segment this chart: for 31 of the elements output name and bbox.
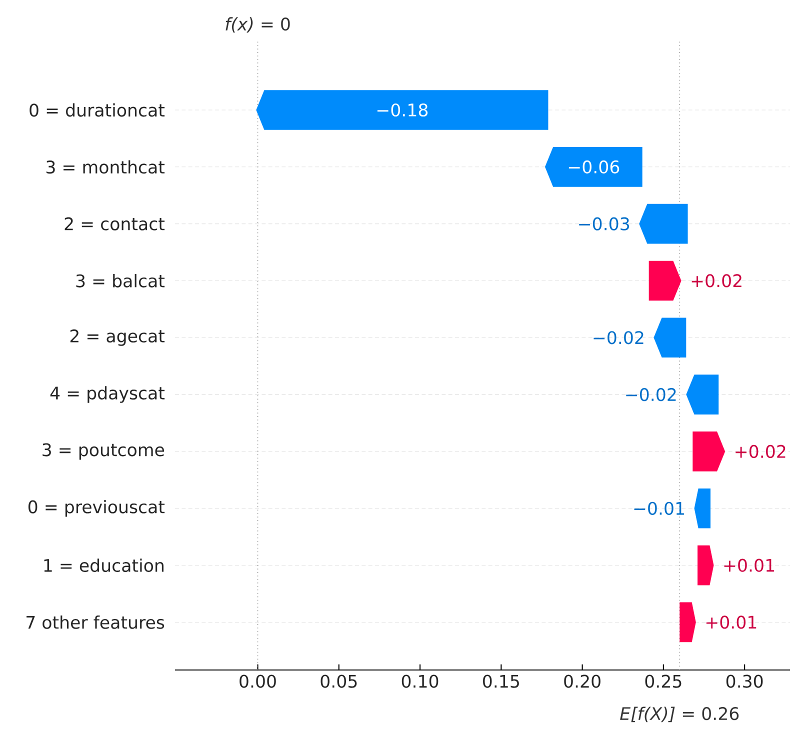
x-tick-label: 0.10	[402, 674, 438, 688]
data-label: +0.01	[706, 616, 756, 629]
x-tick-label: 0.25	[645, 674, 682, 688]
ref-line-label: E[f(X)] = 0.26	[620, 706, 739, 722]
x-tick-label: 0.05	[320, 674, 357, 688]
data-label: −0.02	[626, 388, 676, 402]
x-tick-label: 0.20	[564, 674, 600, 688]
y-tick-label: 2 = contact	[64, 217, 165, 230]
data-label: −0.03	[579, 217, 629, 230]
y-tick-label: 3 = monthcat	[46, 160, 165, 174]
y-tick-label: 3 = balcat	[76, 274, 165, 288]
y-tick-label: 3 = poutcome	[42, 443, 164, 460]
data-label: −0.01	[634, 502, 684, 515]
bar	[256, 90, 548, 130]
y-tick-label: 1 = education	[44, 558, 164, 572]
x-tick-label: 0.15	[483, 674, 519, 688]
data-label: −0.18	[377, 103, 428, 117]
data-label: −0.02	[594, 331, 644, 344]
data-label: +0.02	[736, 444, 786, 458]
data-label: +0.02	[692, 274, 742, 288]
y-tick-label: 7 other features	[26, 615, 164, 629]
y-tick-label: 4 = pdayscat	[50, 386, 165, 403]
y-tick-label: 2 = agecat	[70, 329, 165, 346]
ref-line-label: f(x) = 0	[226, 17, 290, 33]
x-tick-label: 0.30	[726, 674, 763, 688]
bar	[544, 146, 642, 187]
y-tick-label: 0 = previouscat	[28, 500, 165, 517]
data-label: +0.01	[724, 558, 774, 572]
y-tick-label: 0 = durationcat	[30, 103, 165, 117]
x-tick-label: 0.00	[240, 674, 276, 688]
data-label: −0.06	[568, 160, 620, 174]
